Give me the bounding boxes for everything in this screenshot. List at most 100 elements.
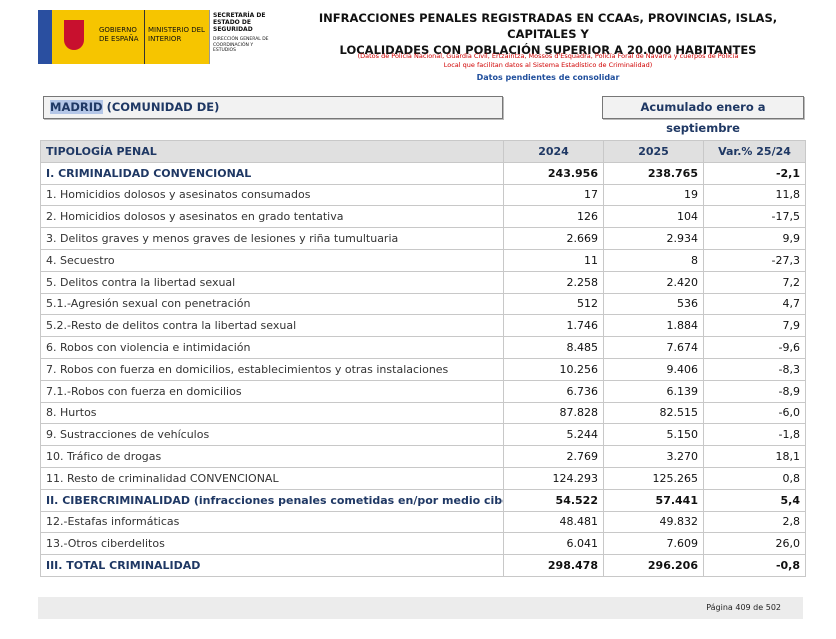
table-body: I. CRIMINALIDAD CONVENCIONAL 243.956 238.7… [40, 161, 806, 577]
table-row: 9. Sustracciones de vehículos 5.244 5.150-… [40, 423, 806, 447]
number-cell: -9,6 [703, 336, 806, 359]
number-cell: 1.746 [503, 314, 604, 338]
number-cell: 125.265 [603, 466, 704, 490]
number-cell: 126 [503, 205, 604, 229]
label-cell: 10. Tráfico de drogas [40, 445, 504, 468]
logo-text: SECRETARÍA DE ESTADO DE SEGURIDAD DIRECCI… [209, 10, 272, 64]
table-row: 6. Robos con violencia e intimidación 8.4… [40, 336, 806, 359]
number-cell: 9,9 [703, 227, 806, 250]
number-cell: 7,2 [703, 270, 806, 294]
label-cell: 11. Resto de criminalidad CONVENCIONAL [40, 466, 504, 490]
label-cell: 9. Sustracciones de vehículos [40, 423, 504, 447]
region-rest: (COMUNIDAD DE) [102, 100, 220, 114]
period-box: Acumulado enero a septiembre [602, 96, 804, 135]
label-cell: II. CIBERCRIMINALIDAD (infracciones pena… [40, 488, 504, 512]
pending-note: Datos pendientes de consolidar [476, 73, 620, 82]
number-cell: -17,5 [703, 205, 806, 229]
column-header: 2025 [603, 140, 704, 163]
title-line: INFRACCIONES PENALES REGISTRADAS EN CCAA… [318, 11, 778, 41]
label-cell: 8. Hurtos [40, 401, 504, 425]
label-cell: 5.1.-Agresión sexual con penetración [40, 292, 504, 316]
number-cell: 57.441 [603, 488, 704, 512]
logo: GOBIERNO DE ESPAÑA MINISTERIO DEL INTERI… [38, 10, 278, 64]
label-cell: 7.1.-Robos con fuerza en domicilios [40, 379, 504, 403]
number-cell: 4,7 [703, 292, 806, 316]
number-cell: 6.041 [503, 532, 604, 556]
number-cell: 2,8 [703, 510, 806, 534]
table-row: 5.1.-Agresión sexual con penetración 512 5… [40, 292, 806, 316]
label-cell: 2. Homicidios dolosos y asesinatos en gr… [40, 205, 504, 229]
table-row: 5. Delitos contra la libertad sexual 2.25… [40, 270, 806, 294]
number-cell: 54.522 [503, 488, 604, 512]
logo-text: SECRETARÍA DE ESTADO DE SEGURIDAD [213, 12, 266, 33]
number-cell: -6,0 [703, 401, 806, 425]
label-cell: III. TOTAL CRIMINALIDAD [40, 554, 504, 577]
number-cell: 536 [603, 292, 704, 316]
table-row: I. CRIMINALIDAD CONVENCIONAL 243.956 238.7… [40, 161, 806, 185]
number-cell: 8.485 [503, 336, 604, 359]
label-cell: 5.2.-Resto de delitos contra la libertad… [40, 314, 504, 338]
note-line: Local que facilitan datos al Sistema Est… [443, 61, 653, 69]
coat-of-arms [52, 10, 96, 64]
number-cell: 298.478 [503, 554, 604, 577]
label-cell: 6. Robos con violencia e intimidación [40, 336, 504, 359]
source-note: (Datos de Policía Nacional, Guardia Civi… [300, 52, 796, 70]
number-cell: 7.609 [603, 532, 704, 556]
number-cell: 5,4 [703, 488, 806, 512]
number-cell: 1.884 [603, 314, 704, 338]
label-cell: 12.-Estafas informáticas [40, 510, 504, 534]
table-row: 11. Resto de criminalidad CONVENCIONAL 12… [40, 466, 806, 490]
number-cell: 104 [603, 205, 704, 229]
number-cell: 296.206 [603, 554, 704, 577]
region-box: MADRID (COMUNIDAD DE) [43, 96, 503, 119]
number-cell: 18,1 [703, 445, 806, 468]
number-cell: 3.270 [603, 445, 704, 468]
number-cell: 7.674 [603, 336, 704, 359]
title-line: LOCALIDADES CON POBLACIÓN SUPERIOR A 20.… [339, 43, 757, 57]
table-row: 1. Homicidios dolosos y asesinatos consu… [40, 183, 806, 207]
number-cell: 238.765 [603, 161, 704, 185]
number-cell: 82.515 [603, 401, 704, 425]
label-cell: 4. Secuestro [40, 248, 504, 272]
label-cell: 7. Robos con fuerza en domicilios, estab… [40, 357, 504, 381]
table-row: 2. Homicidios dolosos y asesinatos en gr… [40, 205, 806, 229]
number-cell: -0,8 [703, 554, 806, 577]
table-row: III. TOTAL CRIMINALIDAD 298.478 296.206 -0,… [40, 554, 806, 577]
number-cell: 512 [503, 292, 604, 316]
number-cell: 48.481 [503, 510, 604, 534]
number-cell: 26,0 [703, 532, 806, 556]
table-row: 7. Robos con fuerza en domicilios, estab… [40, 357, 806, 381]
number-cell: 11,8 [703, 183, 806, 207]
number-cell: 19 [603, 183, 704, 207]
number-cell: 2.420 [603, 270, 704, 294]
number-cell: 8 [603, 248, 704, 272]
eu-flag [38, 10, 52, 64]
label-cell: 3. Delitos graves y menos graves de lesi… [40, 227, 504, 250]
data-table: TIPOLOGÍA PENAL 2024 2025 Var.% 25/24 I. CR… [40, 140, 806, 577]
number-cell: 243.956 [503, 161, 604, 185]
logo-text: GOBIERNO DE ESPAÑA [96, 10, 145, 64]
table-row: II. CIBERCRIMINALIDAD (infracciones pena… [40, 488, 806, 512]
table-row: 5.2.-Resto de delitos contra la libertad… [40, 314, 806, 338]
number-cell: 2.258 [503, 270, 604, 294]
table-row: 8. Hurtos 87.828 82.515 -6,0 [40, 401, 806, 425]
number-cell: 7,9 [703, 314, 806, 338]
page-number: Página 409 de 502 [706, 603, 781, 612]
number-cell: 11 [503, 248, 604, 272]
region-highlight: MADRID [50, 100, 103, 114]
table-row: 12.-Estafas informáticas 48.481 49.832 2,8 [40, 510, 806, 534]
label-cell: 5. Delitos contra la libertad sexual [40, 270, 504, 294]
number-cell: 5.150 [603, 423, 704, 447]
label-cell: 13.-Otros ciberdelitos [40, 532, 504, 556]
number-cell: 2.669 [503, 227, 604, 250]
column-header: 2024 [503, 140, 604, 163]
table-row: 13.-Otros ciberdelitos 6.041 7.609 26,0 [40, 532, 806, 556]
table-row: 4. Secuestro 11 8 -27,3 [40, 248, 806, 272]
number-cell: -8,9 [703, 379, 806, 403]
logo-text: DIRECCIÓN GENERAL DE COORDINACIÓN Y ESTU… [213, 37, 269, 53]
column-header: Var.% 25/24 [703, 140, 806, 163]
label-cell: 1. Homicidios dolosos y asesinatos consu… [40, 183, 504, 207]
table-row: 7.1.-Robos con fuerza en domicilios 6.736… [40, 379, 806, 403]
header-row: TIPOLOGÍA PENAL 2024 2025 Var.% 25/24 [40, 140, 806, 163]
